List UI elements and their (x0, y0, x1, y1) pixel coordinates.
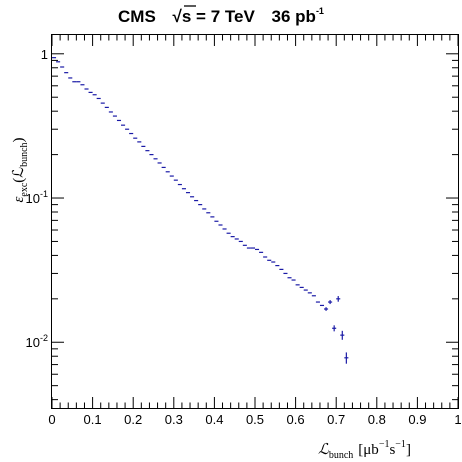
x-tick-label: 0.9 (408, 412, 426, 427)
x-tick-label: 0.5 (246, 412, 264, 427)
x-tick-label: 0.6 (287, 412, 305, 427)
title-lumi: 36 pb (272, 7, 316, 26)
data-point (340, 330, 345, 340)
data-point (332, 325, 337, 332)
title-lumi-exp: -1 (316, 6, 324, 16)
x-axis-tick-labels: 0 0.1 0.2 0.3 0.4 0.5 0.6 0.7 0.8 0.9 1 (48, 412, 461, 427)
plot-title: CMS √s = 7 TeV 36 pb-1 (118, 6, 324, 26)
data-points (52, 57, 349, 364)
y-axis-ticks (52, 53, 458, 401)
title-sqrt-symbol: √ (173, 7, 183, 26)
x-tick-label: 0.4 (205, 412, 223, 427)
x-tick-label: 0.2 (124, 412, 142, 427)
x-tick-label: 0.3 (165, 412, 183, 427)
x-axis-label: ℒbunch [μb−1s−1] (318, 439, 411, 461)
y-axis-tick-labels: 1 10-1 10-2 (26, 47, 48, 350)
x-tick-label: 0.8 (368, 412, 386, 427)
x-tick-label: 1 (454, 412, 461, 427)
y-tick-label: 10-2 (26, 333, 48, 350)
data-point (336, 296, 341, 302)
data-point (344, 352, 349, 364)
x-tick-label: 0 (48, 412, 55, 427)
y-axis-label: εexc(ℒbunch) (11, 137, 30, 202)
x-axis-ticks (51, 35, 459, 408)
title-energy: = 7 TeV (191, 7, 255, 26)
data-point (324, 307, 329, 311)
plot-frame (51, 34, 459, 409)
y-tick-label: 10-1 (26, 189, 48, 206)
y-tick-label: 1 (41, 47, 48, 62)
x-tick-label: 0.7 (327, 412, 345, 427)
title-experiment: CMS (118, 7, 156, 26)
data-point (328, 300, 333, 305)
title-sqrt-var: s (182, 7, 191, 26)
x-tick-label: 0.1 (84, 412, 102, 427)
